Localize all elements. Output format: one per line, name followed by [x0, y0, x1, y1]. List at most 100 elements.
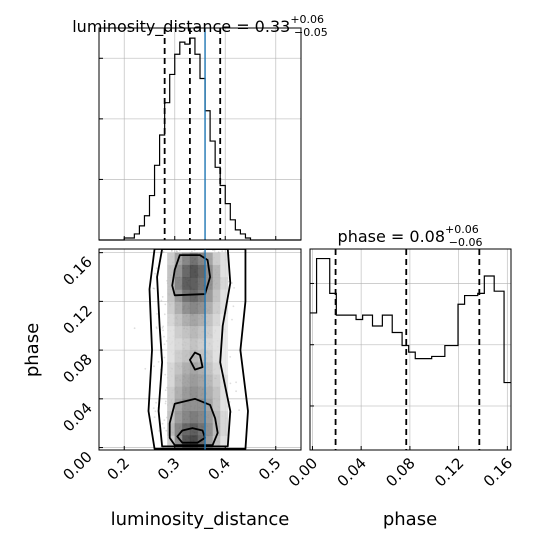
y-axis-label-phase: phase [22, 323, 43, 377]
sample-point-766 [217, 251, 220, 254]
density-cell-11-6 [212, 301, 221, 314]
density-cell-1-0 [167, 423, 176, 436]
density-cell-7-6 [212, 350, 221, 363]
density-cell-7-5 [205, 350, 213, 363]
joint-density-frame [98, 248, 302, 451]
density-cell-7-7 [220, 350, 229, 363]
density-cell-0-0 [167, 435, 176, 448]
density-cell-1-5 [205, 423, 213, 436]
sample-point-559 [178, 249, 181, 252]
density-cell-10-1 [174, 313, 183, 327]
phase-x-ticklabel-3: 0.12 [431, 454, 467, 490]
sample-point-283 [153, 287, 156, 290]
sample-point-202 [164, 400, 167, 403]
sample-point-364 [193, 249, 196, 252]
sample-point-504 [163, 427, 166, 429]
contour-level-4 [156, 249, 232, 448]
phase-y-ticklabel-1: 0.04 [59, 399, 95, 435]
density-cell-8-5 [205, 337, 213, 351]
density-cell-12-6 [212, 289, 221, 302]
density-cell-12-3 [189, 289, 198, 302]
density-cell-9-0 [167, 325, 176, 339]
density-cell-4-3 [189, 386, 198, 400]
density-cell-9-6 [212, 325, 221, 339]
density-cell-6-0 [167, 362, 176, 375]
contour-level-1 [168, 397, 219, 447]
phase-x-ticklabel-0: 0.00 [285, 454, 321, 490]
density-cell-11-2 [182, 301, 191, 314]
density-cell-11-4 [197, 301, 206, 314]
sample-point-454 [153, 365, 155, 368]
density-cell-7-0 [167, 350, 176, 363]
density-cell-15-2 [182, 252, 191, 266]
density-cell-12-7 [220, 289, 229, 302]
phase-title-minus: −0.06 [449, 236, 483, 249]
density-cell-3-0 [167, 398, 176, 412]
density-cell-0-5 [205, 435, 213, 448]
sample-point-204 [162, 329, 165, 332]
density-cell-10-0 [167, 313, 176, 327]
sample-point-573 [163, 313, 166, 316]
density-cell-2-2 [182, 411, 191, 424]
density-cell-12-4 [197, 289, 206, 302]
sample-point-196 [229, 382, 232, 385]
phase-y-ticklabel-3: 0.12 [59, 301, 95, 337]
density-cell-12-5 [205, 289, 213, 302]
density-cell-0-3 [189, 435, 198, 448]
sample-point-222 [163, 343, 166, 346]
luminosity-distance-ticklabel-0: 0.2 [103, 454, 133, 484]
density-cell-11-0 [167, 301, 176, 314]
sample-point-96 [175, 250, 178, 252]
density-cell-8-1 [174, 337, 183, 351]
phase-hist-step [310, 257, 511, 384]
density-cell-6-6 [212, 362, 221, 375]
sample-point-20 [202, 250, 205, 253]
density-cell-8-4 [197, 337, 206, 351]
sample-point-350 [162, 251, 165, 253]
density-cell-13-4 [197, 277, 206, 290]
density-cell-3-4 [197, 398, 206, 412]
sample-point-205 [161, 296, 164, 298]
sample-point-550 [155, 326, 158, 328]
density-cell-15-7 [220, 252, 229, 266]
density-cell-9-2 [182, 325, 191, 339]
density-cell-2-6 [212, 411, 221, 424]
density-cell-2-3 [189, 411, 198, 424]
density-cell-6-2 [182, 362, 191, 375]
density-cell-9-3 [189, 325, 198, 339]
density-cell-5-6 [212, 374, 221, 387]
density-cell-10-5 [205, 313, 213, 327]
density-cell-7-3 [189, 350, 198, 363]
sample-point-210 [227, 280, 230, 283]
density-cell-10-6 [212, 313, 221, 327]
density-cell-9-5 [205, 325, 213, 339]
sample-point-386 [229, 356, 232, 358]
phase-hist-panel: 0.00 0.04 0.08 0.12 0.16 phase = 0.08+0.06 −0… [285, 223, 516, 490]
density-cell-8-2 [182, 337, 191, 351]
density-cell-3-2 [182, 398, 191, 412]
density-cell-14-2 [182, 264, 191, 278]
density-cell-14-4 [197, 264, 206, 278]
density-cell-2-7 [220, 411, 229, 424]
sample-point-464 [233, 287, 236, 289]
sample-point-434 [176, 250, 179, 253]
density-cell-13-2 [182, 277, 191, 290]
sample-point-30 [133, 327, 136, 330]
x-axis-label-phase: phase [383, 509, 437, 530]
sample-point-722 [157, 361, 160, 363]
density-cell-6-4 [197, 362, 206, 375]
density-cell-9-7 [220, 325, 229, 339]
density-cell-8-7 [220, 337, 229, 351]
density-cell-9-4 [197, 325, 206, 339]
luminosity-distance-ticklabel-1: 0.3 [154, 454, 184, 484]
sample-point-401 [170, 250, 173, 252]
joint-density-panel: 0.2 0.3 0.4 0.5 0.00 0.04 0.08 0.12 0.16 [59, 248, 302, 484]
density-cell-3-7 [220, 398, 229, 412]
sample-point-389 [144, 367, 147, 370]
sample-point-690 [221, 250, 224, 253]
sample-point-438 [163, 419, 166, 421]
density-cell-4-0 [167, 386, 176, 400]
luminosity-distance-title-plus: +0.06 [290, 13, 324, 26]
density-cell-14-0 [167, 264, 176, 278]
